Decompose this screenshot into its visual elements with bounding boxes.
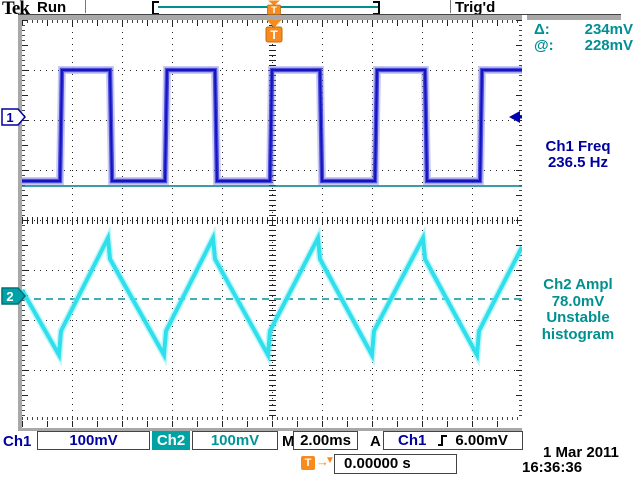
cursor-delta-value: 234mV [584, 21, 633, 38]
bezel-top-line [18, 14, 621, 15]
topbar-divider [85, 0, 86, 13]
bezel-top [18, 15, 621, 20]
measurement-ch2-ampl: Ch2 Ampl 78.0mV Unstable histogram [526, 276, 630, 343]
measurement-ch2-note2: histogram [541, 325, 615, 343]
timebase-box: 2.00ms [293, 431, 358, 450]
trigger-mode-label: A [370, 433, 381, 450]
cursor-delta-label: Δ: [534, 21, 550, 38]
trigger-status: Trig'd [455, 0, 496, 16]
trigger-time-icon: T [301, 456, 315, 470]
measurement-ch1-freq: Ch1 Freq 236.5 Hz [530, 139, 626, 171]
measurement-ch2-note1: Unstable [546, 309, 610, 326]
cursor-abs-label: @: [534, 37, 554, 54]
topbar-divider-2 [450, 0, 451, 13]
ch1-scale-box: 100mV [37, 431, 150, 450]
timebase-label: M [282, 433, 295, 450]
time: 16:36:36 [522, 459, 583, 476]
date: 1 Mar 2011 [543, 444, 619, 461]
rising-edge-icon [438, 435, 448, 446]
cursor-readout: Δ: 234mV @: 228mV [534, 22, 633, 54]
bezel-bottom [18, 428, 527, 431]
svg-text:1: 1 [6, 110, 13, 125]
trigger-source-box: Ch1 6.00mV [383, 431, 523, 450]
cursor-delta-row: Δ: 234mV [534, 22, 633, 38]
record-view-bar [158, 6, 378, 8]
record-view-left-bracket [152, 1, 159, 15]
measurement-ch1-value: 236.5 Hz [547, 154, 609, 171]
bezel-right [522, 15, 527, 431]
ch2-scale-box: 100mV [192, 431, 278, 450]
svg-text:2: 2 [6, 289, 13, 304]
trigger-source: Ch1 [398, 432, 427, 449]
bezel-left [18, 15, 22, 431]
trigger-position-box: 0.00000 s [334, 454, 457, 474]
center-axis-v [269, 20, 276, 420]
ch1-label: Ch1 [3, 433, 32, 450]
measurement-ch2-value: 78.0mV [551, 292, 605, 310]
measurement-ch1-label: Ch1 Freq [545, 138, 611, 155]
arrow-right-icon: → [316, 454, 329, 469]
acquisition-status: Run [37, 0, 67, 16]
ruler-bottom-major [22, 421, 522, 427]
ch2-label-badge: Ch2 [152, 431, 190, 450]
trigger-level: 6.00mV [455, 432, 508, 449]
cursor-abs-row: @: 228mV [534, 38, 633, 54]
record-view-right-bracket [373, 1, 380, 15]
cursor-abs-value: 228mV [584, 37, 633, 54]
cursor-down-icon: ▼ [325, 455, 335, 466]
measurement-ch2-label: Ch2 Ampl [543, 276, 613, 293]
